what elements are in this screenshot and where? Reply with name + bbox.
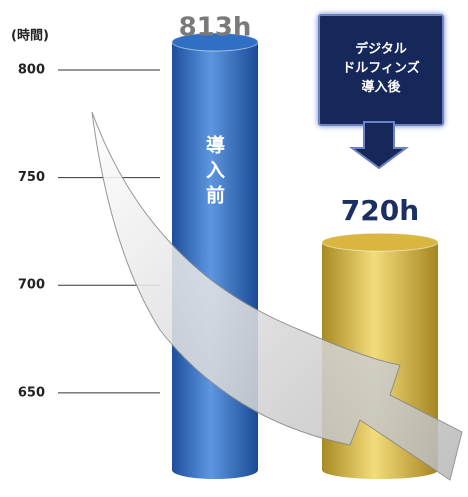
y-tick-label: 800: [18, 62, 45, 77]
y-tick-label: 700: [18, 278, 45, 293]
value-label: 720h: [341, 194, 419, 227]
y-axis-title: (時間): [11, 28, 49, 44]
y-tick-label: 650: [18, 385, 45, 400]
chart: (時間) 650 700 750 800 813h 720h 導入前 デジタル ドルフィン…: [0, 0, 468, 497]
category-label: デジタル ドルフィンズ 導入後: [320, 40, 442, 97]
y-tick-label: 750: [18, 170, 45, 185]
cylinder-top: [322, 233, 438, 251]
value-label: 813h: [179, 13, 252, 43]
category-label: 導入前: [201, 135, 228, 210]
